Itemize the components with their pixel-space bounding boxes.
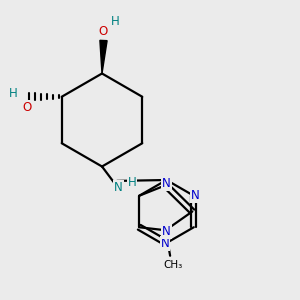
Text: N: N — [114, 181, 123, 194]
Text: H: H — [9, 87, 17, 100]
Text: N: N — [191, 189, 200, 202]
Polygon shape — [100, 40, 107, 74]
Text: H: H — [110, 15, 119, 28]
Text: N: N — [162, 225, 171, 238]
Text: O: O — [99, 25, 108, 38]
Text: O: O — [22, 101, 32, 114]
Text: H: H — [128, 176, 136, 190]
Text: CH₃: CH₃ — [164, 260, 183, 270]
Text: N: N — [160, 237, 169, 250]
Text: N: N — [162, 177, 171, 190]
